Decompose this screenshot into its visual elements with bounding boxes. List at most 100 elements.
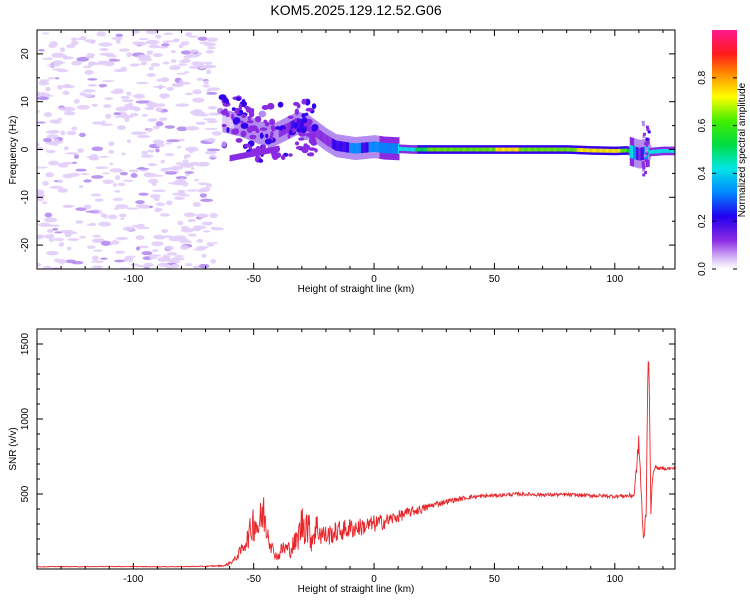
snr-x-label: Height of straight line (km): [298, 584, 415, 595]
spectrogram-cell: [281, 128, 286, 134]
spectrogram-cell: [642, 132, 646, 136]
spectrogram-cell: [551, 147, 554, 152]
spectrogram-cell: [304, 132, 313, 137]
spectrogram-cell: [669, 148, 672, 153]
spectrogram-cell: [431, 147, 434, 152]
spectrogram-cell: [148, 254, 162, 257]
spectrogram-cell: [160, 159, 165, 164]
spectrogram-cell: [641, 163, 645, 167]
spectrogram-cell: [176, 81, 191, 85]
spectrogram-cell: [460, 147, 463, 152]
spectrogram-cell: [150, 62, 161, 67]
spectrogram-cell: [115, 38, 121, 44]
spectrogram-cell: [166, 86, 174, 92]
spectrogram-cell: [449, 147, 452, 152]
spectrogram-cell: [343, 141, 346, 153]
spectrogram-cell: [235, 138, 243, 143]
spectrogram-cell: [366, 142, 369, 153]
spectrogram-cell: [668, 148, 671, 153]
spectrogram-cell: [559, 147, 561, 152]
spectrogram-cell: [71, 126, 78, 131]
spectrogram-cell: [518, 147, 520, 152]
spectrogram-cell: [178, 43, 184, 49]
spectrogram-cell: [374, 141, 376, 152]
spectrogram-cell: [316, 127, 319, 139]
spectrogram-cell: [96, 31, 107, 37]
spectrogram-cell: [455, 147, 457, 152]
spectrogram-cell: [78, 132, 86, 138]
spectrogram-cell: [86, 53, 95, 58]
colorbar-gradient: [712, 30, 737, 269]
spectrogram-cell: [642, 173, 646, 177]
spectrogram-cell: [152, 234, 165, 240]
spectrogram-cell: [617, 148, 620, 153]
spectrogram-cell: [382, 142, 385, 154]
spectrogram-cell: [350, 142, 352, 154]
spectrogram-cell: [539, 147, 542, 152]
spectrogram-cell: [129, 112, 139, 117]
spectrogram-cell: [153, 174, 164, 177]
spectrogram-cell: [268, 147, 270, 154]
spectrogram-cell: [239, 153, 241, 160]
spectrogram-marks: [37, 30, 675, 269]
spectrogram-cell: [291, 120, 294, 132]
spectrogram-cell: [165, 245, 174, 251]
spectrogram-cell: [73, 98, 80, 104]
spectrogram-cell: [308, 147, 317, 151]
spectrogram-cell: [62, 204, 73, 209]
spectrogram-cell: [208, 112, 221, 116]
spectrogram-cell: [306, 120, 309, 131]
spectrogram-cell: [225, 116, 228, 127]
spectrogram-cell: [493, 147, 495, 152]
spectrogram-cell: [213, 241, 218, 244]
spectrogram-cell: [440, 147, 442, 152]
spectrogram-cell: [348, 142, 350, 153]
spectrogram-cell: [40, 80, 47, 84]
spectrogram-cell: [471, 147, 474, 152]
x-tick-label: 0: [371, 574, 377, 585]
spectrogram-cell: [465, 147, 467, 152]
spectrogram-cell: [306, 152, 313, 157]
spectrogram-cell: [424, 147, 427, 152]
spectrogram-cell: [662, 149, 664, 153]
spectrogram-cell: [534, 147, 536, 152]
spectrogram-cell: [262, 128, 265, 139]
spectrogram-cell: [454, 147, 456, 152]
spectrogram-cell: [536, 147, 539, 152]
spectrogram-cell: [443, 147, 445, 152]
spectrogram-cell: [189, 161, 200, 166]
spectrogram-cell: [488, 147, 491, 152]
spectrogram-cell: [349, 142, 351, 153]
spectrogram-cell: [185, 173, 190, 176]
spectrogram-cell: [74, 154, 79, 159]
spectrogram-cell: [481, 147, 483, 152]
spectrogram-cell: [46, 134, 59, 139]
colorbar-label: Normalized spectral amplitude: [737, 82, 748, 217]
spectrogram-cell: [145, 30, 160, 35]
spectrogram-cell: [176, 146, 182, 149]
spectrogram-cell: [590, 148, 593, 153]
y-tick-label: 1000: [20, 407, 31, 430]
spectrogram-cell: [330, 137, 333, 148]
spectrogram-cell: [504, 147, 506, 152]
spectrogram-cell: [279, 126, 282, 137]
spectrogram-cell: [40, 91, 45, 97]
spectrogram-cell: [288, 122, 291, 133]
spectrogram-cell: [294, 141, 300, 146]
spectrogram-cell: [186, 189, 199, 192]
spectrogram-cell: [231, 113, 235, 121]
spectrogram-cell: [418, 147, 421, 152]
spectrogram-cell: [177, 220, 184, 226]
spectrogram-cell: [49, 41, 58, 47]
spectrogram-cell: [136, 167, 150, 170]
spectrogram-cell: [545, 147, 547, 152]
spectrogram-cell: [289, 121, 292, 133]
spectrogram-cell: [126, 52, 132, 58]
spectrogram-cell: [255, 128, 260, 134]
colorbar-tick-label: 0.8: [697, 70, 708, 84]
spectrogram-cell: [303, 143, 308, 148]
spectrogram-cell: [445, 147, 448, 152]
spectrogram-cell: [389, 143, 391, 154]
spectrogram-cell: [271, 146, 274, 153]
spectrogram-cell: [287, 115, 294, 119]
